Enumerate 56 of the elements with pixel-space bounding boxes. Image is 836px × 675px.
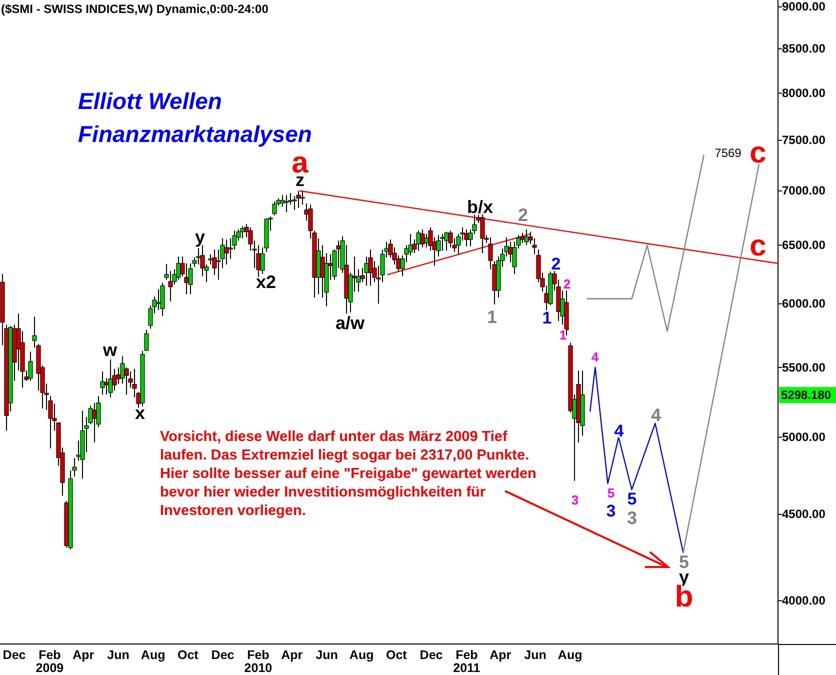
annotation: 3 — [571, 492, 579, 508]
y-tick-label: 8500.00 — [782, 42, 826, 56]
annotation: 4 — [614, 422, 624, 440]
y-tick-label: 5500.00 — [782, 360, 826, 374]
y-tick-label: 5000.00 — [782, 430, 826, 444]
x-tick-label: Apr — [490, 648, 512, 662]
annotation: 5 — [607, 486, 615, 500]
annotation: 2 — [518, 205, 528, 225]
annotation: x2 — [256, 272, 276, 292]
annotation: 1 — [559, 328, 567, 342]
x-tick-label: Oct — [386, 648, 408, 662]
annotation: Vorsicht, diese Welle darf unter das März 2009 Tief laufen. Das Extremziel liegt sogar bei 2317,00 Punkte. Hier sollte besser auf eine "Freigabe" gewartet werden bevor hier wieder Investitionsmöglichkeiten für Investoren vorliegen. — [160, 429, 536, 519]
annotation: 1 — [542, 308, 552, 328]
annotation: 2 — [551, 254, 561, 274]
annotation: 4 — [591, 350, 600, 364]
x-tick-label: Dec — [2, 648, 26, 662]
x-tick-label: Dec — [420, 648, 443, 662]
annotation: 3 — [626, 508, 638, 528]
x-tick-label: Jun — [316, 648, 338, 662]
annotation: 5 — [678, 552, 690, 572]
annotation: b/x — [466, 197, 494, 217]
y-tick-label: 4000.00 — [782, 593, 826, 608]
annotation: a/w — [335, 313, 366, 333]
annotation: 3 — [606, 502, 616, 520]
annotation: x — [134, 403, 146, 423]
x-tick-label: Aug — [140, 648, 166, 662]
x-tick-label: Apr — [72, 648, 94, 662]
annotation: 5 — [627, 490, 637, 508]
x-tick-label: Aug — [558, 648, 582, 662]
x-tick-label: Feb 2009 — [36, 648, 64, 675]
annotation: 4 — [650, 405, 662, 425]
annotation: w — [102, 340, 118, 360]
annotation: c — [750, 230, 766, 262]
y-tick-label: 4500.00 — [782, 507, 826, 522]
annotation: 2 — [563, 276, 571, 292]
x-tick-label: Feb 2010 — [244, 648, 272, 675]
y-tick-label: 6000.00 — [782, 296, 826, 311]
y-tick-label: 9000.00 — [782, 0, 826, 14]
x-tick-label: Aug — [349, 648, 374, 662]
text: 5298.180 — [781, 388, 832, 402]
x-tick-label: Feb 2011 — [453, 648, 480, 675]
x-tick-label: Apr — [281, 648, 303, 662]
x-tick-label: Oct — [178, 648, 200, 662]
annotation: 7569 — [714, 146, 742, 160]
x-tick-label: Jun — [524, 648, 546, 662]
x-tick-label: Jun — [107, 648, 130, 662]
text: Elliott Wellen Finanzmarktanalysen — [78, 88, 312, 147]
y-tick-label: 8000.00 — [782, 86, 826, 100]
annotation: c — [750, 136, 766, 170]
annotation: y — [194, 227, 206, 247]
x-tick-label: Dec — [211, 648, 234, 662]
y-tick-label: 6500.00 — [782, 238, 826, 252]
annotation: 1 — [486, 307, 498, 327]
chart-title: ($SMI - SWISS INDICES,W) Dynamic,0:00-24:00 — [1, 2, 269, 16]
y-tick-label: 7000.00 — [782, 184, 826, 198]
y-tick-label: 7500.00 — [782, 133, 826, 148]
